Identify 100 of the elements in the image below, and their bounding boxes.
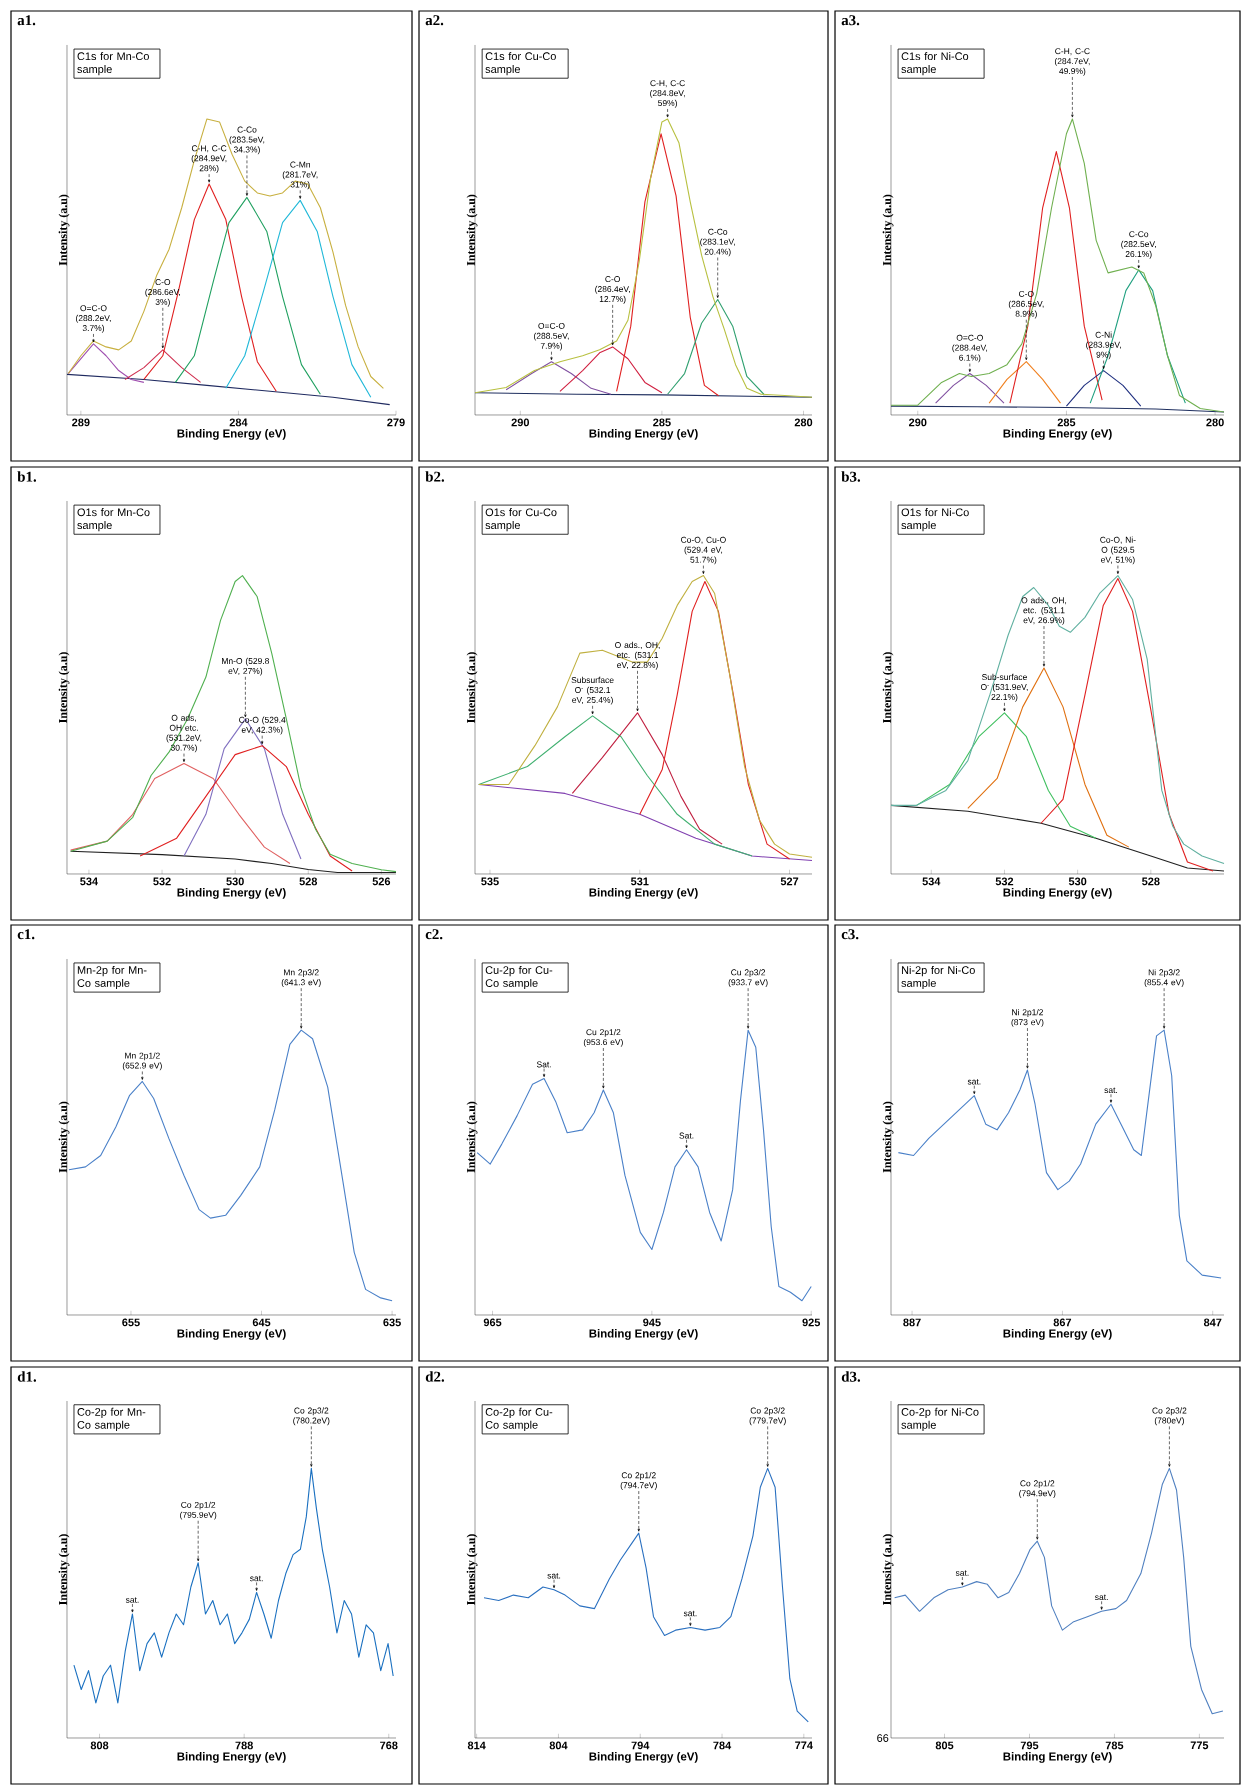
annotation: Co 2p3/2 (780eV) xyxy=(1152,1407,1187,1426)
annotation: C-Mn (281.7eV, 31%) xyxy=(282,161,318,190)
x-axis-title: Binding Energy (eV) xyxy=(1003,888,1112,899)
annotation: O ads, OH etc. (531.2eV, 30.7%) xyxy=(166,714,202,753)
annotation: Co 2p1/2 (795.9eV) xyxy=(180,1501,217,1520)
x-tick-label: 768 xyxy=(380,1741,398,1750)
chart-subtitle: O1s for Mn-Co sample xyxy=(77,508,150,532)
annotation: Co-O, Ni-O (529.5 eV, 51%) xyxy=(1100,536,1136,565)
x-tick-label: 805 xyxy=(935,1741,954,1750)
chart-subtitle: Co-2p for Ni-Co sample xyxy=(901,1407,979,1431)
y-axis-title: Intensity (a.u) xyxy=(882,1534,894,1605)
y-axis-title: Intensity (a.u) xyxy=(58,652,70,723)
y-axis-title: Intensity (a.u) xyxy=(58,1534,70,1605)
chart-title: c3. xyxy=(841,929,859,940)
x-tick-label: 534 xyxy=(80,877,99,886)
annotation: O=C-O (288.4eV, 6.1%) xyxy=(952,334,988,363)
x-tick-label: 847 xyxy=(1203,1318,1222,1327)
annotation: Sat. xyxy=(679,1132,694,1139)
annotation: Ni 2p3/2 (855.4 eV) xyxy=(1144,969,1184,987)
chart-subtitle: C1s for Ni-Co sample xyxy=(901,52,969,76)
annotation: Co-O (529.4 eV, 42.3%) xyxy=(239,716,286,735)
y-axis-title: Intensity (a.u) xyxy=(58,194,70,266)
x-tick-label: 788 xyxy=(235,1741,253,1750)
chart-title: c1. xyxy=(17,929,35,940)
annotation: C-H, C-C (284.9eV, 28%) xyxy=(191,145,227,173)
annotation: Sub-surface O$^{-}$ (531.9eV, 22.1%) xyxy=(980,673,1028,702)
annotation: Co 2p3/2 (779.7eV) xyxy=(749,1407,786,1426)
x-tick-label: 887 xyxy=(903,1318,921,1327)
chart-title: d3. xyxy=(841,1371,861,1382)
annotation: sat. xyxy=(250,1575,263,1582)
x-tick-label: 526 xyxy=(372,877,391,886)
x-tick-label: 532 xyxy=(995,877,1014,886)
x-tick-label: 925 xyxy=(802,1318,821,1327)
chart-title: a1. xyxy=(17,15,36,26)
annotation: Subsurface O$^{-}$ (532.1 eV, 25.4%) xyxy=(571,676,614,705)
x-axis-title: Binding Energy (eV) xyxy=(589,429,698,440)
x-tick-label: 532 xyxy=(153,877,171,886)
x-tick-label: 530 xyxy=(226,877,244,886)
annotation: C-H, C-C (284.7eV, 49.9%) xyxy=(1054,48,1090,76)
y-axis-title: Intensity (a.u) xyxy=(466,194,478,266)
chart-title: c2. xyxy=(425,929,443,940)
x-tick-label: 289 xyxy=(72,418,90,427)
annotation: Cu 2p1/2 (953.6 eV) xyxy=(583,1028,623,1047)
x-tick-label: 635 xyxy=(383,1318,401,1327)
x-tick-label: 804 xyxy=(549,1741,568,1750)
y-axis-title: Intensity (a.u) xyxy=(466,1534,478,1605)
x-tick-label: 867 xyxy=(1053,1318,1072,1327)
x-tick-label: 528 xyxy=(299,877,318,886)
annotation: Mn-O (529.8 eV, 27%) xyxy=(222,657,270,676)
x-tick-label: 280 xyxy=(794,418,813,427)
chart-title: d2. xyxy=(425,1371,445,1382)
x-axis-title: Binding Energy (eV) xyxy=(589,1752,698,1763)
x-tick-label: 528 xyxy=(1142,877,1160,886)
annotation: Sat. xyxy=(536,1061,551,1068)
x-axis-title: Binding Energy (eV) xyxy=(1003,1329,1112,1340)
x-tick-label: 785 xyxy=(1105,1741,1124,1750)
x-axis-title: Binding Energy (eV) xyxy=(589,1329,698,1340)
x-axis-title: Binding Energy (eV) xyxy=(1003,429,1112,440)
annotation: C-Co (282.5eV, 26.1%) xyxy=(1121,231,1156,259)
annotation: C-Co (283.1eV, 20.4%) xyxy=(700,228,735,257)
annotation: sat. xyxy=(125,1597,139,1603)
annotation: Co 2p3/2 (780.2eV) xyxy=(293,1407,330,1426)
x-tick-label: 794 xyxy=(631,1741,650,1750)
y-axis-title: Intensity (a.u) xyxy=(882,652,894,723)
chart-title: b1. xyxy=(17,471,37,482)
x-tick-label: 775 xyxy=(1190,1741,1209,1750)
annotation: Co 2p1/2 (794.7eV) xyxy=(620,1472,657,1490)
chart-title: b2. xyxy=(425,471,445,482)
chart-title: a2. xyxy=(425,15,444,26)
annotation: C-Co (283.5eV, 34.3%) xyxy=(229,126,265,155)
chart-subtitle: Co-2p for Cu-Co sample xyxy=(485,1407,553,1431)
annotation: sat. xyxy=(1095,1594,1108,1601)
text: 66 xyxy=(877,1734,889,1742)
chart-title: b3. xyxy=(841,471,861,482)
x-tick-label: 280 xyxy=(1206,418,1224,427)
annotation: O=C-O (288.5eV, 7.9%) xyxy=(534,322,569,351)
x-tick-label: 290 xyxy=(909,418,927,427)
x-tick-label: 645 xyxy=(252,1318,271,1327)
chart-subtitle: C1s for Cu-Co sample xyxy=(485,52,556,76)
y-axis-title: Intensity (a.u) xyxy=(882,1101,894,1173)
x-tick-label: 808 xyxy=(90,1741,109,1750)
x-tick-label: 530 xyxy=(1068,877,1087,886)
chart-subtitle: Co-2p for Mn-Co sample xyxy=(77,1407,146,1431)
chart-subtitle: Cu-2p for Cu-Co sample xyxy=(485,965,553,990)
annotation: sat. xyxy=(967,1078,981,1085)
y-axis-title: Intensity (a.u) xyxy=(466,1101,478,1173)
chart-subtitle: C1s for Mn-Co sample xyxy=(77,52,149,76)
chart-subtitle: O1s for Cu-Co sample xyxy=(485,508,557,532)
x-tick-label: 285 xyxy=(1057,418,1076,427)
annotation: C-O (286.4eV, 12.7%) xyxy=(595,276,630,304)
x-axis-title: Binding Energy (eV) xyxy=(177,429,286,440)
x-axis-title: Binding Energy (eV) xyxy=(589,888,698,899)
x-tick-label: 784 xyxy=(713,1741,732,1750)
annotation: Mn 2p1/2 (652.9 eV) xyxy=(122,1052,162,1071)
annotation: sat. xyxy=(547,1572,561,1579)
annotation: Mn 2p3/2 (641.3 eV) xyxy=(281,969,321,987)
y-axis-title: Intensity (a.u) xyxy=(58,1101,70,1173)
chart-title: a3. xyxy=(841,15,860,26)
x-tick-label: 531 xyxy=(630,877,649,886)
annotation: sat. xyxy=(683,1610,697,1617)
